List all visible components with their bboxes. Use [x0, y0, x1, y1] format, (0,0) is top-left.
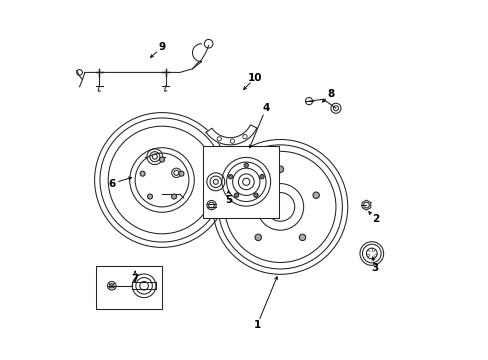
Circle shape: [244, 163, 248, 167]
Circle shape: [253, 193, 258, 197]
Text: 2: 2: [371, 215, 378, 224]
Circle shape: [179, 171, 183, 176]
Bar: [203, 146, 278, 218]
Text: 10: 10: [247, 73, 262, 83]
Circle shape: [299, 234, 305, 240]
Circle shape: [147, 194, 152, 199]
Circle shape: [312, 192, 319, 198]
Circle shape: [140, 171, 145, 176]
Circle shape: [228, 175, 232, 179]
Circle shape: [171, 194, 176, 199]
Text: 6: 6: [108, 179, 115, 189]
Text: 5: 5: [224, 195, 231, 205]
Circle shape: [234, 193, 238, 197]
Text: 8: 8: [326, 89, 333, 99]
Circle shape: [241, 192, 247, 198]
Circle shape: [159, 157, 164, 162]
Text: 9: 9: [158, 42, 165, 52]
Circle shape: [254, 234, 261, 240]
Text: 4: 4: [262, 103, 269, 113]
Polygon shape: [205, 125, 256, 145]
Circle shape: [259, 175, 264, 179]
Text: 3: 3: [371, 263, 378, 273]
Bar: [96, 266, 162, 309]
Circle shape: [277, 166, 283, 172]
Text: 1: 1: [253, 320, 260, 330]
Bar: [132, 282, 156, 289]
Text: 7: 7: [131, 274, 139, 284]
